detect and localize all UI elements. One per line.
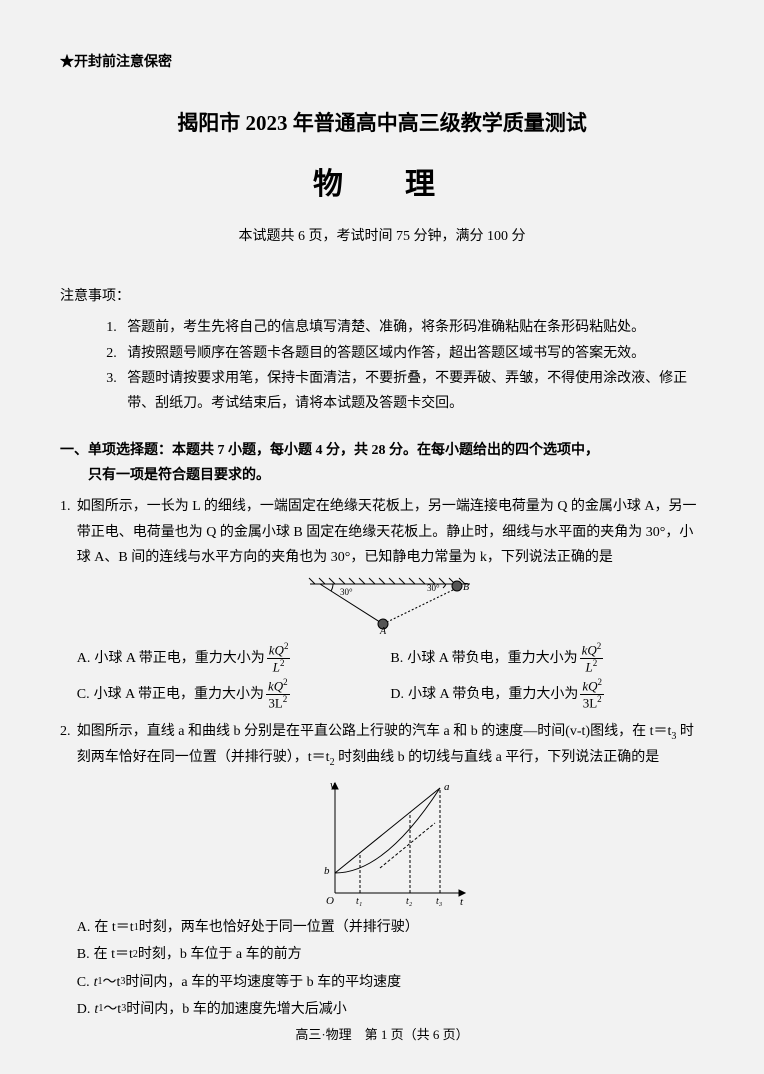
q2-figure: v t O t₁ t₂ t₃ a b [77, 778, 704, 908]
fraction: kQ2 3L2 [266, 678, 290, 710]
question-2: 2. 如图所示，直线 a 和曲线 b 分别是在平直公路上行驶的汽车 a 和 b … [60, 719, 704, 1023]
section-line1: 一、单项选择题：本题共 7 小题，每小题 4 分，共 28 分。在每小题给出的四… [60, 438, 704, 463]
notes-list: 1. 答题前，考生先将自己的信息填写清楚、准确，将条形码准确粘贴在条形码粘贴处。… [60, 315, 704, 416]
q1-figure: 30° 30° A B [77, 576, 704, 634]
q1-svg: 30° 30° A B [305, 576, 475, 634]
section-line2: 只有一项是符合题目要求的。 [60, 463, 704, 488]
exam-title-line1: 揭阳市 2023 年普通高中高三级教学质量测试 [60, 105, 704, 143]
q1-option-B: B. 小球 A 带负电，重力大小为 kQ2 L2 [390, 640, 704, 676]
question-number: 1. [60, 494, 77, 712]
svg-text:30°: 30° [340, 587, 353, 597]
svg-text:v: v [330, 779, 335, 791]
exam-page: ★开封前注意保密 揭阳市 2023 年普通高中高三级教学质量测试 物 理 本试题… [0, 0, 764, 1053]
confidential-stamp: ★开封前注意保密 [60, 50, 704, 75]
svg-text:30°: 30° [427, 583, 440, 593]
q1-options: A. 小球 A 带正电，重力大小为 kQ2 L2 B. 小球 A 带负电，重力大… [77, 640, 704, 713]
svg-text:t₃: t₃ [436, 896, 443, 907]
svg-text:B: B [463, 582, 469, 593]
q2-options: A. 在 t＝t1 时刻，两车也恰好处于同一位置（并排行驶） B. 在 t＝t2… [77, 914, 704, 1023]
exam-title-subject: 物 理 [60, 158, 704, 212]
exam-meta: 本试题共 6 页，考试时间 75 分钟，满分 100 分 [60, 224, 704, 249]
svg-text:t: t [460, 896, 464, 908]
q2-option-D: D. t1～t3 时间内，b 车的加速度先增大后减小 [77, 996, 704, 1023]
note-num: 2. [106, 341, 127, 366]
q1-option-C: C. 小球 A 带正电，重力大小为 kQ2 3L2 [77, 676, 391, 712]
svg-text:O: O [326, 895, 334, 907]
note-text: 答题时请按要求用笔，保持卡面清洁，不要折叠，不要弄破、弄皱，不得使用涂改液、修正… [127, 366, 704, 416]
svg-text:b: b [324, 865, 330, 877]
fraction: kQ2 L2 [580, 642, 604, 674]
notes-heading: 注意事项： [60, 284, 704, 309]
q1-option-D: D. 小球 A 带负电，重力大小为 kQ2 3L2 [390, 676, 704, 712]
q2-svg: v t O t₁ t₂ t₃ a b [310, 778, 470, 908]
q1-option-A: A. 小球 A 带正电，重力大小为 kQ2 L2 [77, 640, 391, 676]
svg-text:A: A [379, 626, 387, 634]
svg-text:t₂: t₂ [406, 896, 413, 907]
q2-option-A: A. 在 t＝t1 时刻，两车也恰好处于同一位置（并排行驶） [77, 914, 704, 941]
question-text: 如图所示，直线 a 和曲线 b 分别是在平直公路上行驶的汽车 a 和 b 的速度… [77, 719, 704, 773]
note-item: 3. 答题时请按要求用笔，保持卡面清洁，不要折叠，不要弄破、弄皱，不得使用涂改液… [85, 366, 704, 416]
question-text: 如图所示，一长为 L 的细线，一端固定在绝缘天花板上，另一端连接电荷量为 Q 的… [77, 494, 704, 570]
note-text: 答题前，考生先将自己的信息填写清楚、准确，将条形码准确粘贴在条形码粘贴处。 [127, 315, 704, 340]
q2-option-C: C. t1～t3 时间内，a 车的平均速度等于 b 车的平均速度 [77, 969, 704, 996]
page-footer: 高三·物理 第 1 页（共 6 页） [0, 1023, 764, 1046]
svg-text:t₁: t₁ [356, 896, 362, 907]
svg-text:a: a [444, 781, 450, 793]
question-body: 如图所示，一长为 L 的细线，一端固定在绝缘天花板上，另一端连接电荷量为 Q 的… [77, 494, 704, 712]
fraction: kQ2 L2 [267, 642, 291, 674]
section-heading: 一、单项选择题：本题共 7 小题，每小题 4 分，共 28 分。在每小题给出的四… [60, 438, 704, 488]
question-1: 1. 如图所示，一长为 L 的细线，一端固定在绝缘天花板上，另一端连接电荷量为 … [60, 494, 704, 712]
note-num: 3. [106, 366, 127, 416]
note-text: 请按照题号顺序在答题卡各题目的答题区域内作答，超出答题区域书写的答案无效。 [127, 341, 704, 366]
note-num: 1. [106, 315, 127, 340]
fraction: kQ2 3L2 [580, 678, 604, 710]
q2-option-B: B. 在 t＝t2 时刻，b 车位于 a 车的前方 [77, 941, 704, 968]
note-item: 1. 答题前，考生先将自己的信息填写清楚、准确，将条形码准确粘贴在条形码粘贴处。 [85, 315, 704, 340]
question-number: 2. [60, 719, 77, 1023]
question-body: 如图所示，直线 a 和曲线 b 分别是在平直公路上行驶的汽车 a 和 b 的速度… [77, 719, 704, 1023]
note-item: 2. 请按照题号顺序在答题卡各题目的答题区域内作答，超出答题区域书写的答案无效。 [85, 341, 704, 366]
